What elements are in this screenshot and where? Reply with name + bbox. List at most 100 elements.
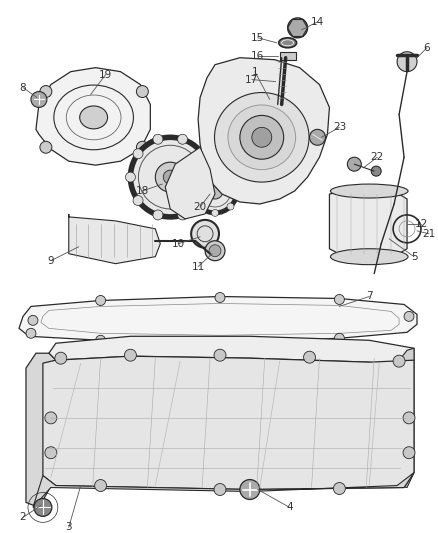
Circle shape <box>310 130 325 146</box>
Text: 5: 5 <box>411 252 417 262</box>
Text: 8: 8 <box>20 83 26 93</box>
Circle shape <box>163 170 177 184</box>
Polygon shape <box>69 214 160 264</box>
Circle shape <box>155 162 185 192</box>
Circle shape <box>131 138 210 217</box>
Circle shape <box>288 18 307 38</box>
Circle shape <box>215 293 225 302</box>
Text: 14: 14 <box>311 17 324 27</box>
Circle shape <box>55 352 67 364</box>
Circle shape <box>136 86 148 98</box>
Circle shape <box>153 134 163 144</box>
Polygon shape <box>26 353 56 507</box>
Polygon shape <box>397 348 414 488</box>
Circle shape <box>153 210 163 220</box>
Circle shape <box>205 241 225 261</box>
Ellipse shape <box>80 106 108 129</box>
Text: 19: 19 <box>99 70 112 79</box>
Text: 12: 12 <box>414 219 427 229</box>
Circle shape <box>125 172 135 182</box>
Circle shape <box>198 149 208 159</box>
Ellipse shape <box>279 38 297 48</box>
Circle shape <box>227 203 234 210</box>
Circle shape <box>397 52 417 71</box>
Circle shape <box>95 335 106 345</box>
Polygon shape <box>165 147 215 219</box>
Circle shape <box>133 196 143 205</box>
Text: 15: 15 <box>251 33 265 43</box>
Circle shape <box>209 245 221 257</box>
Text: 21: 21 <box>422 229 435 239</box>
Circle shape <box>45 447 57 459</box>
Polygon shape <box>49 336 414 368</box>
Text: 4: 4 <box>286 503 293 512</box>
Circle shape <box>193 169 237 213</box>
Circle shape <box>95 480 106 491</box>
Circle shape <box>28 316 38 325</box>
Polygon shape <box>36 68 150 165</box>
Text: 2: 2 <box>20 512 26 522</box>
Circle shape <box>124 349 136 361</box>
Circle shape <box>333 482 345 495</box>
Text: 10: 10 <box>172 239 185 249</box>
Text: 22: 22 <box>371 152 384 162</box>
Polygon shape <box>43 356 414 489</box>
Text: 18: 18 <box>136 186 149 196</box>
Circle shape <box>214 349 226 361</box>
Circle shape <box>371 166 381 176</box>
Text: 16: 16 <box>251 51 265 61</box>
Circle shape <box>205 172 215 182</box>
Text: 20: 20 <box>194 202 207 212</box>
Text: 17: 17 <box>245 75 258 85</box>
Circle shape <box>403 412 415 424</box>
Ellipse shape <box>228 105 296 169</box>
Polygon shape <box>33 473 414 507</box>
Circle shape <box>31 92 47 108</box>
Circle shape <box>215 337 225 347</box>
Circle shape <box>335 333 344 343</box>
Circle shape <box>212 209 219 216</box>
Circle shape <box>177 134 187 144</box>
Circle shape <box>227 172 234 179</box>
Circle shape <box>393 355 405 367</box>
Circle shape <box>95 295 106 305</box>
Polygon shape <box>280 52 296 60</box>
Circle shape <box>252 127 272 147</box>
Circle shape <box>177 210 187 220</box>
Polygon shape <box>198 58 329 204</box>
Circle shape <box>40 141 52 153</box>
Circle shape <box>133 149 143 159</box>
Circle shape <box>207 183 223 199</box>
Text: 11: 11 <box>191 262 205 272</box>
Text: 6: 6 <box>424 43 430 53</box>
Circle shape <box>304 351 315 363</box>
Circle shape <box>196 203 203 210</box>
Polygon shape <box>19 296 417 342</box>
Circle shape <box>198 196 208 205</box>
Text: 3: 3 <box>65 522 72 532</box>
Circle shape <box>45 412 57 424</box>
Circle shape <box>240 116 284 159</box>
Circle shape <box>136 141 148 153</box>
Circle shape <box>347 157 361 171</box>
Ellipse shape <box>330 249 408 265</box>
Polygon shape <box>329 191 407 257</box>
Circle shape <box>40 86 52 98</box>
Circle shape <box>240 480 260 499</box>
Text: 23: 23 <box>333 123 346 132</box>
Circle shape <box>191 220 219 248</box>
Text: 9: 9 <box>48 256 54 265</box>
Text: 7: 7 <box>366 292 373 302</box>
Circle shape <box>214 483 226 496</box>
Text: 1: 1 <box>251 67 258 77</box>
Circle shape <box>26 328 36 338</box>
Circle shape <box>196 172 203 179</box>
Circle shape <box>403 447 415 459</box>
Circle shape <box>233 188 240 195</box>
Circle shape <box>335 295 344 304</box>
Ellipse shape <box>330 184 408 198</box>
Circle shape <box>404 311 414 321</box>
Ellipse shape <box>215 93 309 182</box>
Circle shape <box>34 498 52 516</box>
Circle shape <box>212 166 219 173</box>
